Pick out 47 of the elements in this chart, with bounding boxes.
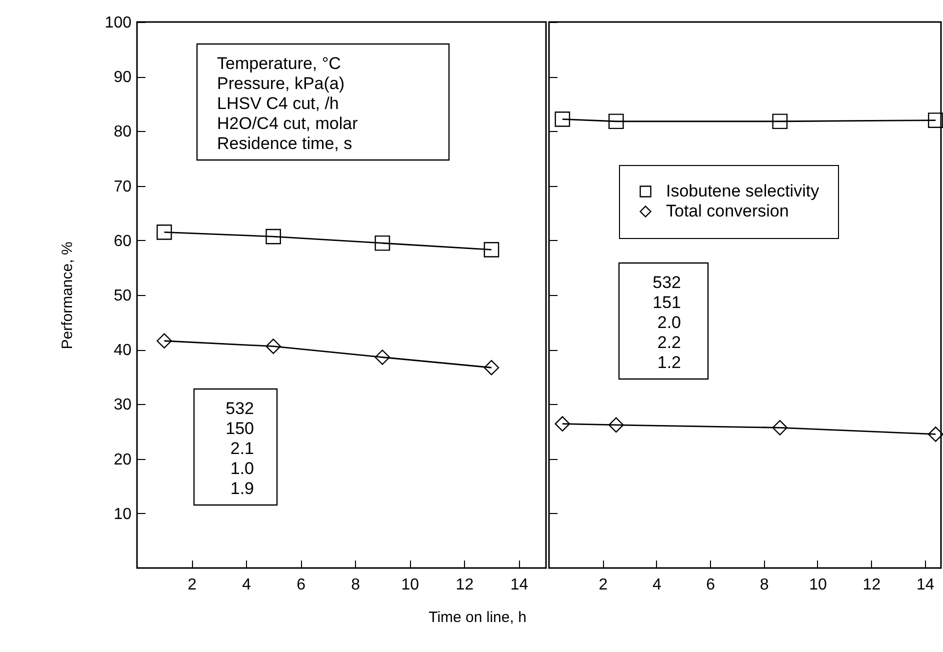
- y-tick-label: 100: [104, 14, 132, 32]
- point: [156, 224, 172, 240]
- x-tick-label: 6: [706, 576, 716, 594]
- y-tick-label: 50: [114, 288, 132, 304]
- legend-label: Isobutene selectivity: [666, 182, 820, 200]
- point: [266, 338, 282, 354]
- x-tick-label: 4: [652, 576, 662, 594]
- x-tick-label: 2: [598, 576, 608, 594]
- point: [484, 242, 500, 258]
- x-tick-label: 10: [401, 576, 420, 594]
- x-tick-label: 14: [510, 576, 528, 594]
- y-tick-label: 40: [114, 342, 132, 360]
- point: [484, 360, 500, 376]
- x-tick-label: 14: [916, 576, 934, 594]
- annotation: Temperature, °C Pressure, kPa(a) LHSV C4 cut, /h H2O/C4 cut, molar Residence time, s: [217, 54, 358, 153]
- legend-label: Total conversion: [666, 202, 789, 220]
- annotation: 532 151 2.0 2.2 1.2: [652, 273, 681, 372]
- y-tick-label: 80: [114, 124, 132, 141]
- y-axis-title: Performance, %: [58, 242, 76, 350]
- x-tick-label: 4: [242, 576, 252, 594]
- point: [608, 114, 624, 130]
- x-tick-label: 12: [862, 576, 881, 594]
- y-tick-label: 30: [114, 396, 132, 414]
- x-tick-label: 12: [456, 576, 474, 594]
- y-tick-label: 20: [114, 451, 132, 468]
- y-tick-label: 60: [114, 232, 132, 250]
- y-tick-label: 90: [114, 69, 132, 86]
- point: [266, 228, 282, 244]
- y-tick-label: 70: [114, 178, 132, 196]
- point: [608, 417, 624, 433]
- x-axis-title: Time on line, h: [428, 609, 526, 626]
- point: [374, 235, 390, 251]
- point: [928, 112, 943, 128]
- x-tick-label: 8: [760, 576, 769, 594]
- y-tick-label: 10: [114, 506, 132, 523]
- point: [772, 420, 788, 436]
- annotation: 532 150 2.1 1.0 1.9: [226, 399, 254, 498]
- point: [554, 416, 570, 432]
- point: [928, 426, 943, 442]
- point: [772, 114, 788, 130]
- point: [554, 112, 570, 127]
- x-tick-label: 8: [351, 576, 360, 594]
- point: [156, 333, 172, 349]
- x-tick-label: 10: [809, 576, 827, 594]
- point: [374, 350, 390, 365]
- x-tick-label: 2: [188, 576, 197, 594]
- x-tick-label: 6: [296, 576, 306, 594]
